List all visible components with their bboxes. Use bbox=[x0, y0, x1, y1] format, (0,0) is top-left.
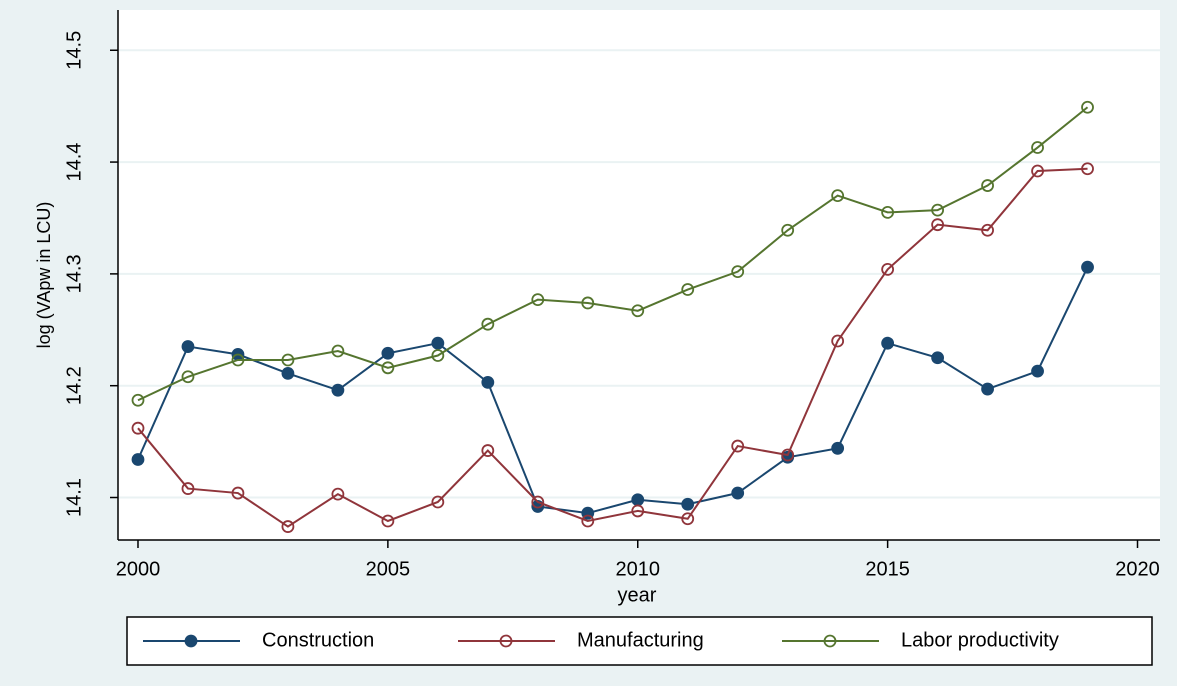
x-tick-label: 2010 bbox=[616, 558, 661, 580]
data-point bbox=[781, 223, 795, 237]
data-point bbox=[681, 283, 695, 296]
data-point bbox=[1031, 364, 1044, 378]
y-tick-label: 14.5 bbox=[63, 31, 85, 70]
data-point bbox=[131, 421, 145, 435]
x-tick-label: 2015 bbox=[865, 558, 910, 580]
legend-label: Manufacturing bbox=[577, 629, 704, 651]
data-point bbox=[431, 349, 445, 362]
data-point bbox=[881, 336, 895, 350]
legend-marker bbox=[499, 634, 513, 648]
x-tick-label: 2000 bbox=[116, 558, 161, 580]
data-point bbox=[831, 334, 845, 348]
data-point bbox=[381, 361, 395, 375]
data-point bbox=[181, 340, 195, 353]
data-point bbox=[281, 366, 295, 380]
data-point bbox=[481, 375, 495, 389]
data-point bbox=[231, 486, 245, 500]
data-point bbox=[1031, 164, 1044, 178]
data-point bbox=[331, 344, 345, 358]
legend bbox=[126, 616, 1153, 666]
data-point bbox=[831, 189, 845, 203]
y-tick-label: 14.3 bbox=[63, 254, 85, 293]
data-point bbox=[431, 495, 445, 509]
data-point bbox=[531, 293, 545, 306]
data-point bbox=[131, 393, 145, 407]
plot-area bbox=[118, 10, 1160, 540]
x-tick-label: 2005 bbox=[366, 558, 411, 580]
data-point bbox=[231, 353, 245, 367]
data-point bbox=[631, 504, 645, 518]
data-point bbox=[1081, 260, 1094, 274]
series-line bbox=[137, 106, 1089, 402]
data-point bbox=[831, 441, 845, 455]
data-point bbox=[331, 487, 345, 501]
data-point bbox=[981, 223, 994, 237]
data-point bbox=[381, 514, 395, 528]
data-point bbox=[731, 486, 745, 500]
legend-marker bbox=[184, 634, 198, 648]
data-point bbox=[631, 493, 645, 507]
data-point bbox=[181, 482, 195, 495]
data-point bbox=[931, 351, 945, 365]
data-point bbox=[381, 346, 395, 360]
data-point bbox=[631, 304, 645, 318]
data-point bbox=[1081, 100, 1094, 114]
series-line bbox=[137, 167, 1088, 528]
x-tick-label: 2020 bbox=[1115, 558, 1160, 580]
x-axis-title: year bbox=[618, 584, 657, 606]
data-point bbox=[281, 353, 295, 367]
data-point bbox=[731, 439, 745, 453]
data-point bbox=[481, 317, 495, 331]
series-line bbox=[137, 266, 1089, 515]
y-tick-label: 14.2 bbox=[63, 366, 85, 405]
data-point bbox=[781, 448, 795, 462]
data-point bbox=[331, 383, 345, 397]
data-point bbox=[181, 370, 195, 384]
legend-label: Labor productivity bbox=[901, 629, 1059, 651]
data-point bbox=[1031, 141, 1044, 154]
legend-label: Construction bbox=[262, 629, 374, 651]
y-tick-label: 14.4 bbox=[63, 143, 85, 182]
y-axis-title: log (VApw in LCU) bbox=[34, 202, 54, 349]
data-point bbox=[431, 336, 445, 350]
data-point bbox=[481, 444, 495, 457]
data-point bbox=[581, 296, 595, 310]
data-point bbox=[931, 218, 945, 232]
data-point bbox=[1081, 162, 1094, 176]
data-point bbox=[981, 179, 994, 192]
data-point bbox=[281, 520, 295, 533]
data-point bbox=[581, 514, 595, 528]
data-point bbox=[881, 205, 895, 219]
data-point bbox=[881, 263, 895, 276]
legend-marker bbox=[823, 634, 837, 648]
data-point bbox=[531, 495, 545, 509]
data-point bbox=[681, 512, 695, 526]
data-point bbox=[731, 265, 745, 279]
data-point bbox=[981, 382, 994, 396]
data-point bbox=[681, 497, 695, 511]
data-point bbox=[931, 203, 945, 217]
y-tick-label: 14.1 bbox=[63, 478, 85, 517]
data-point bbox=[131, 453, 145, 466]
